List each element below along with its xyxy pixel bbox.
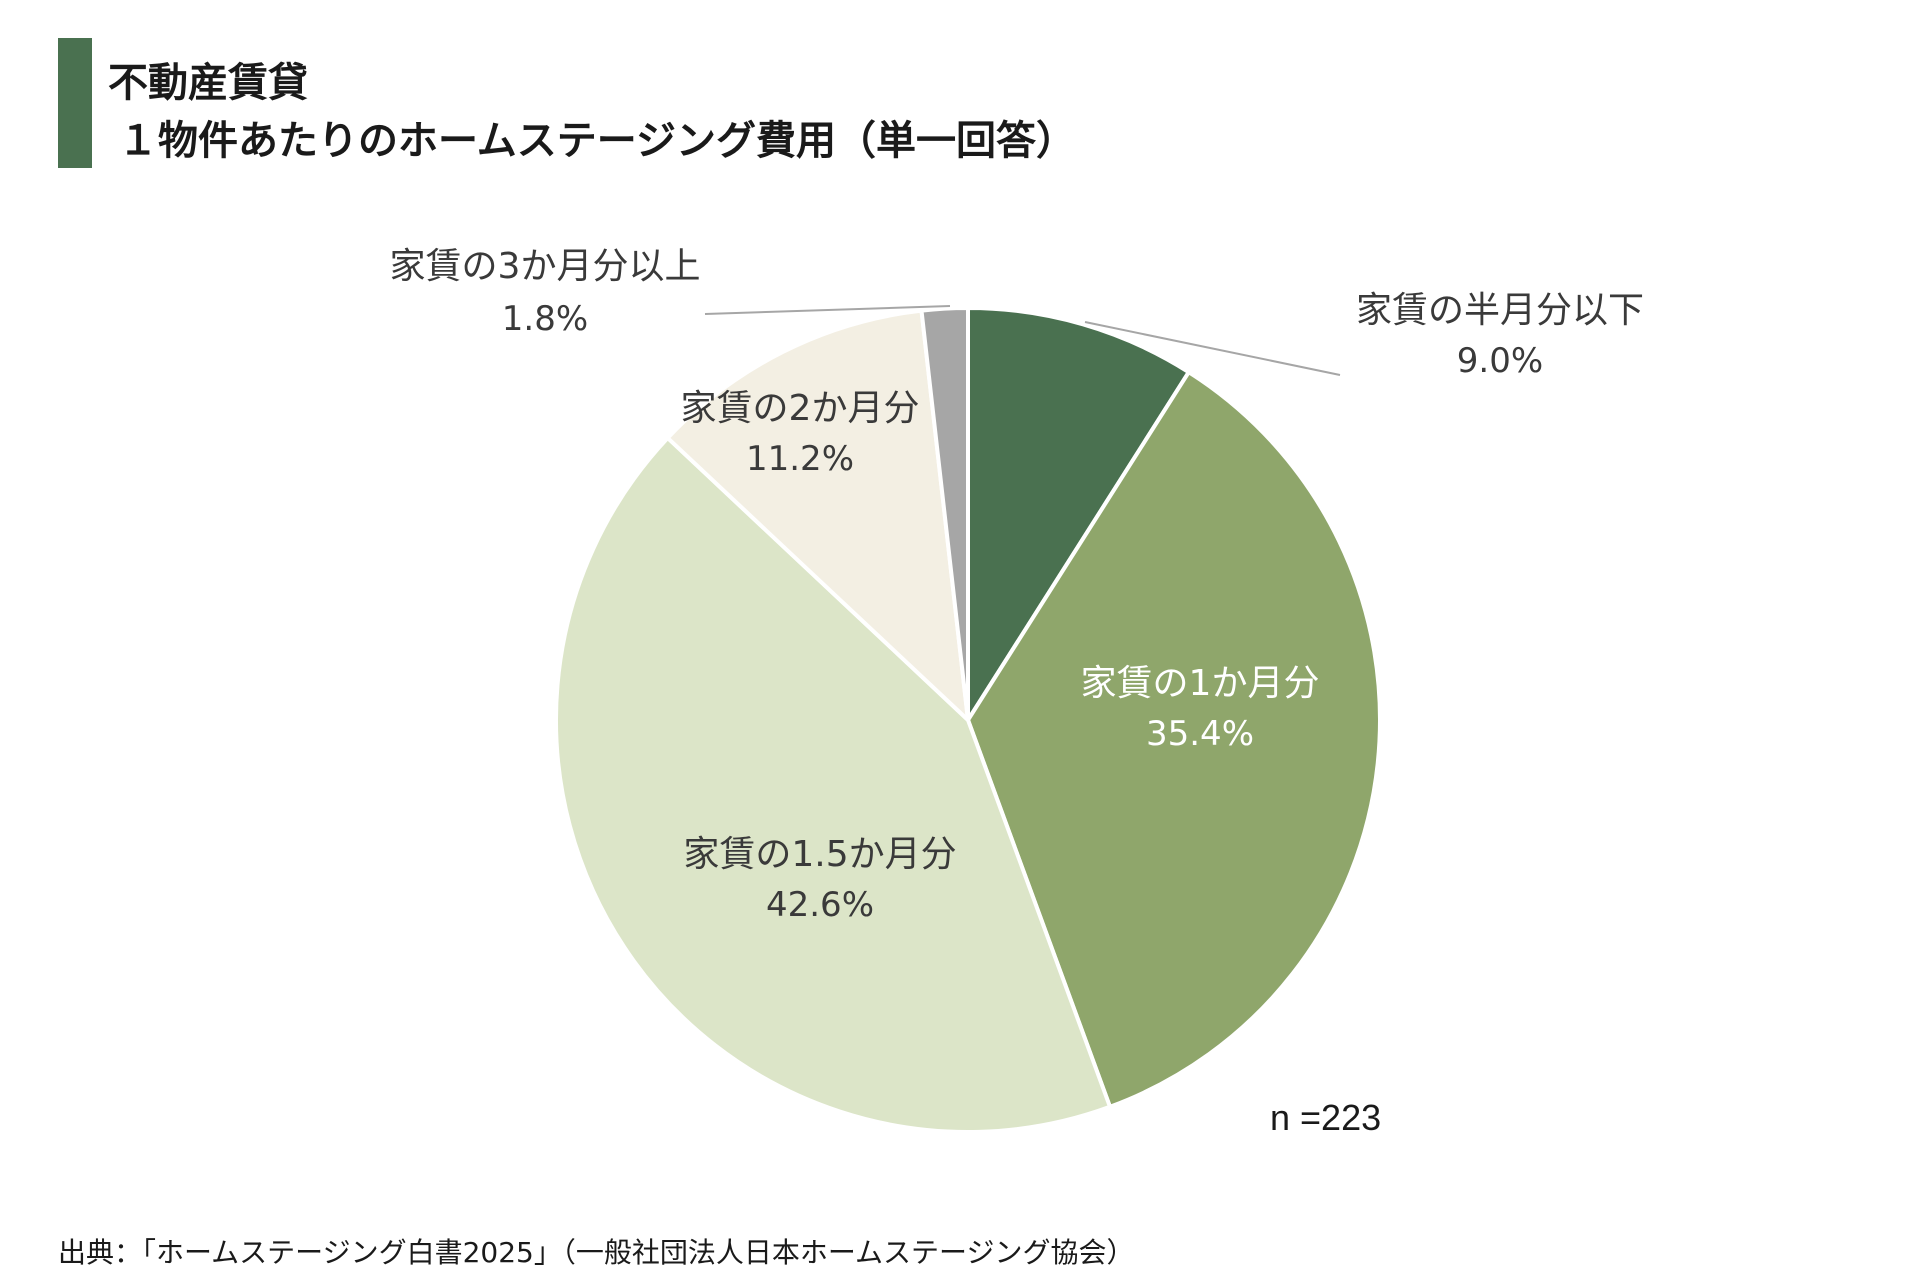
slice-category-label-5: 家賃の3か月分以上	[390, 246, 701, 287]
slice-value-label-1: 9.0%	[1457, 341, 1543, 381]
slice-category-label-1: 家賃の半月分以下	[1356, 290, 1644, 331]
slice-value-label-2: 35.4%	[1146, 714, 1254, 754]
title-accent-bar	[58, 38, 92, 168]
slice-value-label-3: 42.6%	[766, 885, 874, 925]
leader-line-1	[1084, 321, 1341, 376]
sample-size-annotation: n =223	[1270, 1097, 1381, 1138]
slice-category-label-2: 家賃の1か月分	[1081, 663, 1320, 704]
chart-title-line1: 不動産賃貸	[108, 60, 308, 106]
chart-title-line2: １物件あたりのホームステージング費用（単一回答）	[118, 118, 1076, 164]
pie-slice-3	[554, 435, 1113, 1134]
pie-slice-5	[919, 305, 970, 721]
source-note: 出典：「ホームステージング白書2025」（一般社団法人日本ホームステージング協会…	[58, 1236, 1135, 1269]
leader-lines	[704, 305, 1341, 376]
slice-labels: 家賃の半月分以下 9.0% 家賃の1か月分 35.4% 家賃の1.5か月分 42.6% 家賃…	[390, 246, 1644, 925]
slice-category-label-3: 家賃の1.5か月分	[683, 834, 956, 875]
pie-slice-2	[965, 369, 1382, 1110]
leader-line-5	[704, 305, 951, 315]
pie-slice-1	[966, 305, 1192, 727]
slice-value-label-4: 11.2%	[746, 439, 854, 479]
pie-slices	[554, 305, 1382, 1134]
pie-slice-4	[664, 308, 971, 726]
slice-category-label-4: 家賃の2か月分	[681, 388, 920, 429]
slice-value-label-5: 1.8%	[502, 299, 588, 339]
